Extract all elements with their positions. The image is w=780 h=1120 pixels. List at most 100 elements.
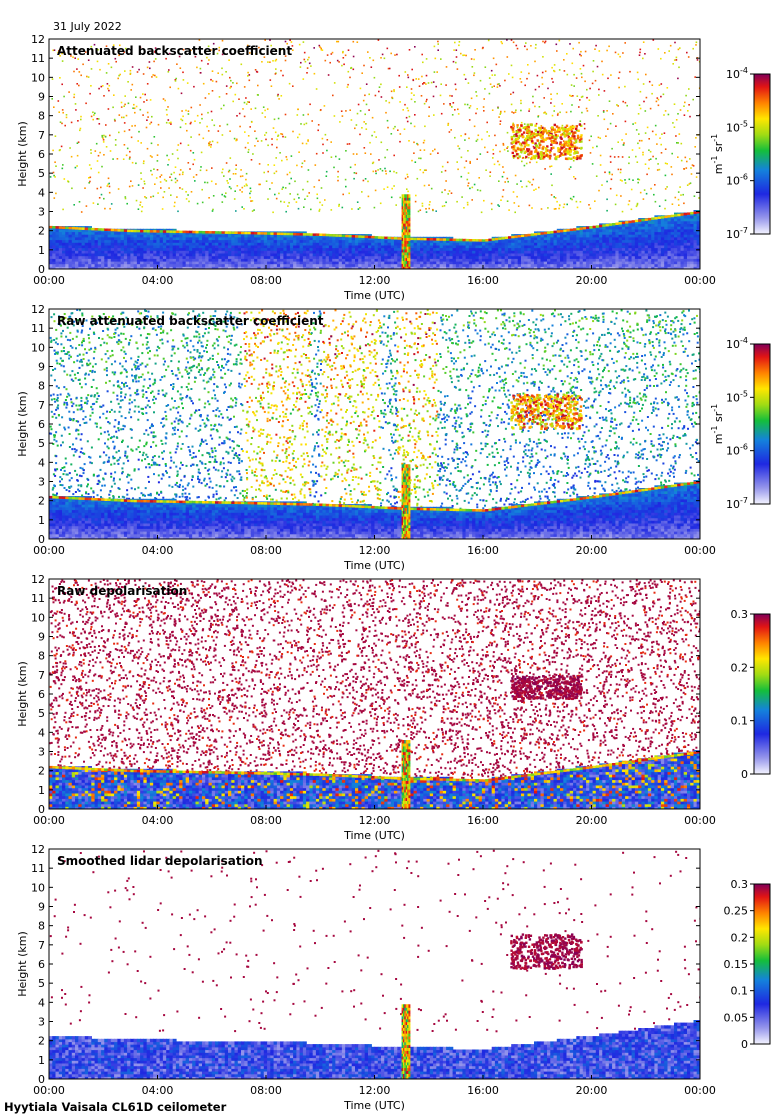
- y-tick-label: 10: [31, 611, 45, 624]
- y-tick-label: 4: [38, 726, 45, 739]
- y-tick-label: 8: [38, 380, 45, 393]
- heatmap-image: [49, 309, 700, 539]
- colorbar-tick-label: 0: [741, 1038, 748, 1051]
- y-tick-label: 3: [38, 746, 45, 759]
- y-tick-label: 8: [38, 110, 45, 123]
- colorbar-unit-label: m-1 sr-1: [710, 404, 725, 444]
- y-tick-label: 12: [31, 843, 45, 856]
- y-tick-label: 11: [31, 592, 45, 605]
- y-tick-label: 0: [38, 803, 45, 816]
- date-label: 31 July 2022: [53, 20, 122, 33]
- y-tick-label: 1: [38, 1054, 45, 1067]
- x-tick-label: 08:00: [250, 814, 282, 827]
- y-tick-label: 3: [38, 476, 45, 489]
- y-tick-label: 0: [38, 1073, 45, 1086]
- x-axis-label: Time (UTC): [343, 829, 405, 842]
- y-tick-label: 10: [31, 881, 45, 894]
- y-tick-label: 5: [38, 437, 45, 450]
- y-tick-label: 9: [38, 631, 45, 644]
- y-axis-label: Height (km): [16, 661, 29, 727]
- colorbar: [753, 883, 771, 1045]
- x-tick-label: 16:00: [467, 274, 499, 287]
- colorbar-tick-label: 0.15: [724, 958, 749, 971]
- colorbar-tick-label: 10-7: [726, 496, 748, 511]
- y-tick-label: 3: [38, 1016, 45, 1029]
- x-tick-label: 00:00: [33, 814, 65, 827]
- y-tick-label: 2: [38, 1035, 45, 1048]
- colorbar-tick-label: 10-4: [726, 336, 748, 351]
- panel-title: Raw depolarisation: [57, 584, 187, 598]
- y-tick-label: 12: [31, 303, 45, 316]
- x-tick-label: 04:00: [142, 1084, 174, 1097]
- colorbar: [753, 343, 771, 505]
- x-tick-label: 08:00: [250, 544, 282, 557]
- x-axis-label: Time (UTC): [343, 289, 405, 302]
- y-tick-label: 6: [38, 148, 45, 161]
- colorbar-tick-label: 0.2: [731, 931, 749, 944]
- x-tick-label: 12:00: [359, 274, 391, 287]
- panel-title: Raw attenuated backscatter coefficient: [57, 314, 324, 328]
- x-tick-label: 20:00: [576, 814, 608, 827]
- x-tick-label: 12:00: [359, 544, 391, 557]
- y-tick-label: 4: [38, 456, 45, 469]
- x-axis-label: Time (UTC): [343, 559, 405, 572]
- y-tick-label: 1: [38, 514, 45, 527]
- x-tick-label: 00:00: [684, 544, 716, 557]
- colorbar-unit-label: m-1 sr-1: [710, 134, 725, 174]
- y-tick-label: 8: [38, 920, 45, 933]
- x-tick-label: 00:00: [33, 544, 65, 557]
- x-tick-label: 00:00: [33, 274, 65, 287]
- y-tick-label: 8: [38, 650, 45, 663]
- instrument-source-label: Hyytiala Vaisala CL61D ceilometer: [4, 1100, 226, 1114]
- y-tick-label: 5: [38, 167, 45, 180]
- x-tick-label: 08:00: [250, 1084, 282, 1097]
- y-tick-label: 9: [38, 361, 45, 374]
- x-tick-label: 04:00: [142, 274, 174, 287]
- y-tick-label: 7: [38, 939, 45, 952]
- y-tick-label: 9: [38, 91, 45, 104]
- x-tick-label: 20:00: [576, 1084, 608, 1097]
- x-axis-label: Time (UTC): [343, 1099, 405, 1112]
- x-tick-label: 04:00: [142, 814, 174, 827]
- colorbar-tick-label: 0.3: [731, 878, 749, 891]
- y-tick-label: 6: [38, 688, 45, 701]
- x-tick-label: 00:00: [684, 274, 716, 287]
- x-tick-label: 12:00: [359, 814, 391, 827]
- y-tick-label: 7: [38, 129, 45, 142]
- y-tick-label: 12: [31, 573, 45, 586]
- y-tick-label: 0: [38, 533, 45, 546]
- colorbar-tick-label: 10-6: [726, 173, 748, 188]
- x-tick-label: 16:00: [467, 814, 499, 827]
- y-tick-label: 5: [38, 977, 45, 990]
- colorbar-tick-label: 10-5: [726, 119, 748, 134]
- colorbar-tick-label: 0.1: [731, 715, 749, 728]
- heatmap-image: [49, 579, 700, 809]
- x-tick-label: 16:00: [467, 544, 499, 557]
- y-tick-label: 0: [38, 263, 45, 276]
- x-tick-label: 12:00: [359, 1084, 391, 1097]
- y-tick-label: 10: [31, 71, 45, 84]
- y-tick-label: 11: [31, 52, 45, 65]
- colorbar: [753, 73, 771, 235]
- y-tick-label: 6: [38, 958, 45, 971]
- y-tick-label: 9: [38, 901, 45, 914]
- y-tick-label: 2: [38, 495, 45, 508]
- y-tick-label: 5: [38, 707, 45, 720]
- x-tick-label: 00:00: [33, 1084, 65, 1097]
- colorbar-tick-label: 10-4: [726, 66, 748, 81]
- x-tick-label: 00:00: [684, 814, 716, 827]
- x-tick-label: 20:00: [576, 274, 608, 287]
- colorbar-tick-label: 10-6: [726, 443, 748, 458]
- colorbar-tick-label: 0.1: [731, 985, 749, 998]
- x-tick-label: 08:00: [250, 274, 282, 287]
- y-tick-label: 1: [38, 784, 45, 797]
- colorbar-tick-label: 10-7: [726, 226, 748, 241]
- x-tick-label: 20:00: [576, 544, 608, 557]
- y-tick-label: 4: [38, 186, 45, 199]
- colorbar-tick-label: 0.3: [731, 608, 749, 621]
- x-tick-label: 04:00: [142, 544, 174, 557]
- y-tick-label: 11: [31, 862, 45, 875]
